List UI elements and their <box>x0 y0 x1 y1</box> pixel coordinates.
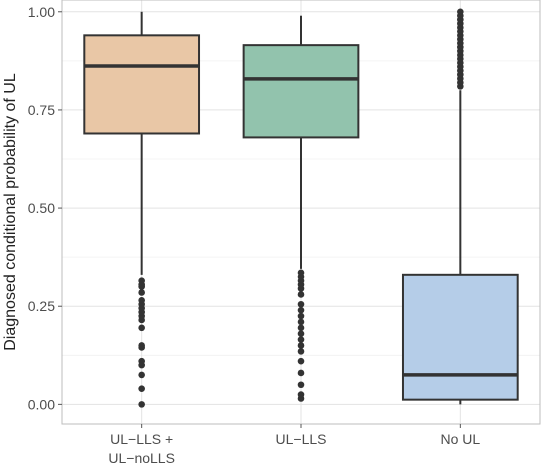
box-group <box>242 15 360 402</box>
outlier-point <box>297 312 305 320</box>
outlier-point <box>297 291 305 298</box>
box-iqr <box>401 273 519 401</box>
y-tick-label: 0.50 <box>28 200 55 216</box>
box-iqr <box>83 34 201 135</box>
outlier-point <box>457 8 464 16</box>
outlier-point <box>297 330 305 338</box>
outlier-point <box>297 381 305 389</box>
boxes <box>83 8 519 408</box>
outlier-point <box>138 401 145 408</box>
outlier-point <box>297 336 305 343</box>
y-tick-label: 0.75 <box>28 102 55 118</box>
outlier-point <box>297 269 305 277</box>
outlier-point <box>297 369 305 377</box>
y-axis: 0.00 0.25 0.50 0.75 1.00 <box>28 4 62 412</box>
x-tick-label: No UL <box>440 431 480 447</box>
outlier-point <box>297 357 305 365</box>
outlier-point <box>138 342 145 349</box>
outlier-point <box>297 300 305 308</box>
outlier-point <box>138 289 145 296</box>
y-tick-label: 0.00 <box>28 396 55 412</box>
box-group <box>83 11 201 408</box>
x-axis: UL−LLS + UL−noLLS UL−LLS No UL <box>108 424 480 466</box>
outlier-point <box>138 357 145 365</box>
outlier-point <box>138 371 145 379</box>
y-tick-label: 1.00 <box>28 4 55 20</box>
outlier-point <box>297 348 305 355</box>
outlier-point <box>138 277 145 285</box>
x-tick-label: UL−LLS + UL−noLLS <box>108 431 175 466</box>
box-iqr <box>242 44 360 139</box>
outlier-point <box>297 318 305 326</box>
outlier-point <box>297 306 305 314</box>
outlier-point <box>297 324 305 332</box>
outlier-point <box>138 385 145 392</box>
outlier-point <box>138 324 145 332</box>
box-group <box>401 8 519 405</box>
y-axis-title: Diagnosed conditional probability of UL <box>2 73 19 351</box>
outlier-point <box>297 342 305 349</box>
x-tick-label: UL−LLS <box>276 431 327 447</box>
y-tick-label: 0.25 <box>28 298 55 314</box>
outlier-point <box>138 297 145 304</box>
outlier-point <box>297 391 305 398</box>
